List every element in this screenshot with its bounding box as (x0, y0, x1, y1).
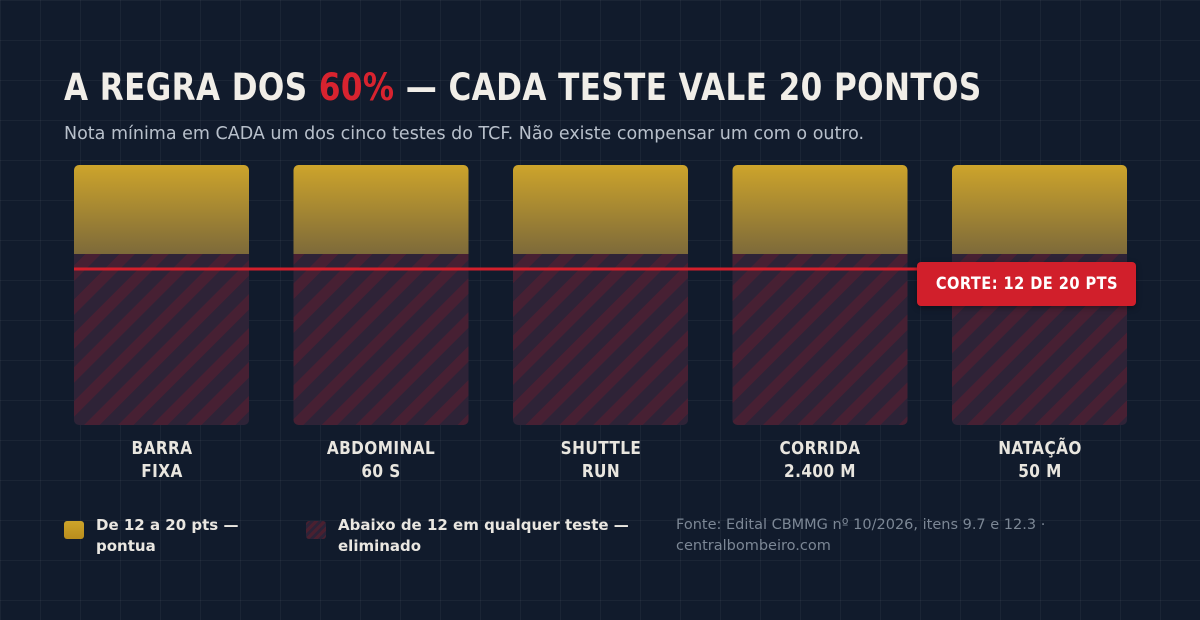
bar-pass-segment (293, 165, 469, 254)
x-tick-label-line: 2.400 M (784, 461, 856, 482)
cutoff-badge: CORTE: 12 DE 20 PTS (917, 262, 1136, 306)
legend-swatch-pass (64, 521, 84, 539)
legend-fail-line-2: eliminado (338, 537, 422, 555)
source-line-1: Fonte: Edital CBMMG nº 10/2026, itens 9.… (676, 517, 1046, 533)
x-tick-label-line: ABDOMINAL (326, 438, 436, 459)
x-tick-label: SHUTTLE RUN (524, 437, 677, 483)
cutoff-label: CORTE: 12 DE 20 PTS (935, 274, 1118, 294)
x-tick-label-line: 60 S (361, 461, 401, 482)
legend-swatch-fail (306, 521, 326, 539)
x-tick-label-line: RUN (581, 461, 620, 482)
bar-fail-segment (293, 254, 469, 425)
bar-pass-segment (952, 165, 1127, 254)
x-tick-label-line: 50 M (1017, 461, 1062, 482)
chart-plot (74, 165, 1127, 425)
bar-4 (732, 165, 908, 425)
bar-2 (293, 165, 469, 425)
bar-fail-segment (732, 254, 908, 425)
x-tick-label-line: FIXA (140, 461, 183, 482)
legend-pass-line-1: De 12 a 20 pts — (96, 516, 239, 534)
chart-title: A REGRA DOS 60% — CADA TESTE VALE 20 PON… (64, 66, 982, 109)
bar-pass-segment (513, 165, 688, 254)
legend-pass-line-2: pontua (96, 537, 156, 555)
title-highlight: 60% (318, 66, 395, 109)
bar-3 (513, 165, 688, 425)
legend-item-fail: Abaixo de 12 em qualquer teste — elimina… (306, 515, 629, 557)
x-tick-label: ABDOMINAL 60 S (305, 437, 458, 483)
x-tick-label-line: SHUTTLE (560, 438, 641, 459)
bar-fail-segment (74, 254, 249, 425)
bar-1 (74, 165, 249, 425)
x-tick-label: BARRA FIXA (85, 437, 238, 483)
x-tick-label-line: BARRA (130, 438, 193, 459)
bar-pass-segment (732, 165, 908, 254)
source-note: Fonte: Edital CBMMG nº 10/2026, itens 9.… (676, 515, 1045, 557)
source-line-2: centralbombeiro.com (676, 538, 831, 554)
bar-pass-segment (74, 165, 249, 254)
x-tick-label-line: CORRIDA (779, 438, 861, 459)
bar-fail-segment (513, 254, 688, 425)
x-tick-label: NATAÇÃO 50 M (963, 437, 1116, 483)
x-tick-label: CORRIDA 2.400 M (744, 437, 897, 483)
legend-item-pass: De 12 a 20 pts — pontua (64, 515, 238, 557)
chart-subtitle: Nota mínima em CADA um dos cinco testes … (64, 124, 865, 144)
x-tick-label-line: NATAÇÃO (997, 438, 1082, 459)
legend-fail-line-1: Abaixo de 12 em qualquer teste — (338, 516, 629, 534)
